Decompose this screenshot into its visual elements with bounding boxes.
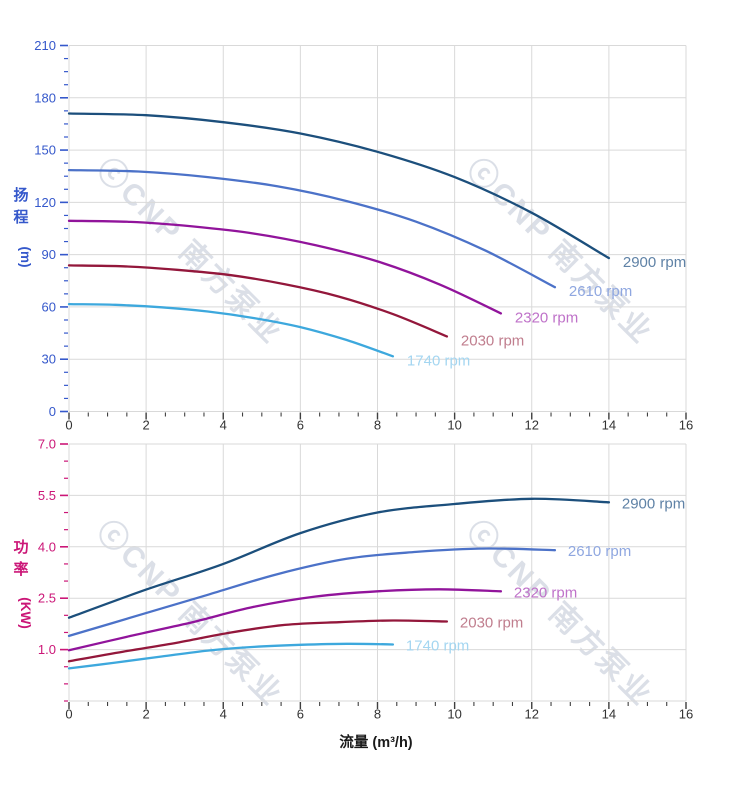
curve-2900-rpm [67,497,611,619]
y-axis-unit: (m) [18,247,33,268]
curve-2610-rpm [67,547,557,638]
x-axis-title: 流量 (m³/h) [339,735,413,751]
x-tick-label: 12 [525,418,539,433]
y-tick-label: 30 [42,352,56,367]
curve-2030-rpm [67,619,449,663]
x-tick-label: 0 [65,418,72,433]
y-tick-label: 0 [49,404,56,419]
y-axis-title: 程 [13,209,28,226]
y-tick-label: 120 [34,195,56,210]
x-tick-label: 8 [374,418,381,433]
y-tick-label: 2.5 [38,591,56,606]
y-tick-label: 4.0 [38,539,56,554]
y-axis-title: 扬 [13,186,28,204]
curve-2320-rpm [67,219,503,315]
series-label: 2610 rpm [569,283,632,300]
x-tick-label: 16 [679,707,693,722]
x-tick-label: 4 [220,418,227,433]
y-tick-label: 7.0 [38,437,56,452]
y-tick-label: 1.0 [38,642,56,657]
series-label: 2030 rpm [460,615,523,632]
series-label: 1740 rpm [407,352,470,369]
series-label: 2320 rpm [515,309,578,326]
x-tick-label: 4 [220,707,227,722]
y-tick-label: 150 [34,143,56,158]
y-axis-title: 率 [13,560,28,578]
curve-1740-rpm [67,302,395,358]
x-tick-label: 2 [143,707,150,722]
y-tick-label: 5.5 [38,488,56,503]
x-tick-label: 10 [447,418,461,433]
curve-2900-rpm [67,112,611,260]
y-tick-label: 90 [42,247,56,262]
curve-2030-rpm [67,264,449,338]
series-label: 2030 rpm [461,332,524,349]
x-tick-label: 6 [297,707,304,722]
y-axis-unit: (KW) [18,597,33,628]
y-axis-title: 功 [13,539,28,556]
x-tick-label: 16 [679,418,693,433]
series-label: 2900 rpm [622,495,685,512]
x-tick-label: 0 [65,707,72,722]
curve-2320-rpm [67,588,503,652]
y-tick-label: 180 [34,90,56,105]
series-label: 2320 rpm [514,584,577,601]
series-label: 2900 rpm [623,254,686,271]
curve-2610-rpm [67,168,557,289]
x-tick-label: 10 [447,707,461,722]
x-tick-label: 2 [143,418,150,433]
y-tick-label: 60 [42,299,56,314]
curve-1740-rpm [67,642,395,670]
x-tick-label: 8 [374,707,381,722]
x-tick-label: 14 [602,418,616,433]
series-label: 1740 rpm [406,637,469,654]
y-tick-label: 210 [34,38,56,53]
x-tick-label: 14 [602,707,616,722]
x-tick-label: 6 [297,418,304,433]
series-label: 2610 rpm [568,543,631,560]
x-tick-label: 12 [525,707,539,722]
